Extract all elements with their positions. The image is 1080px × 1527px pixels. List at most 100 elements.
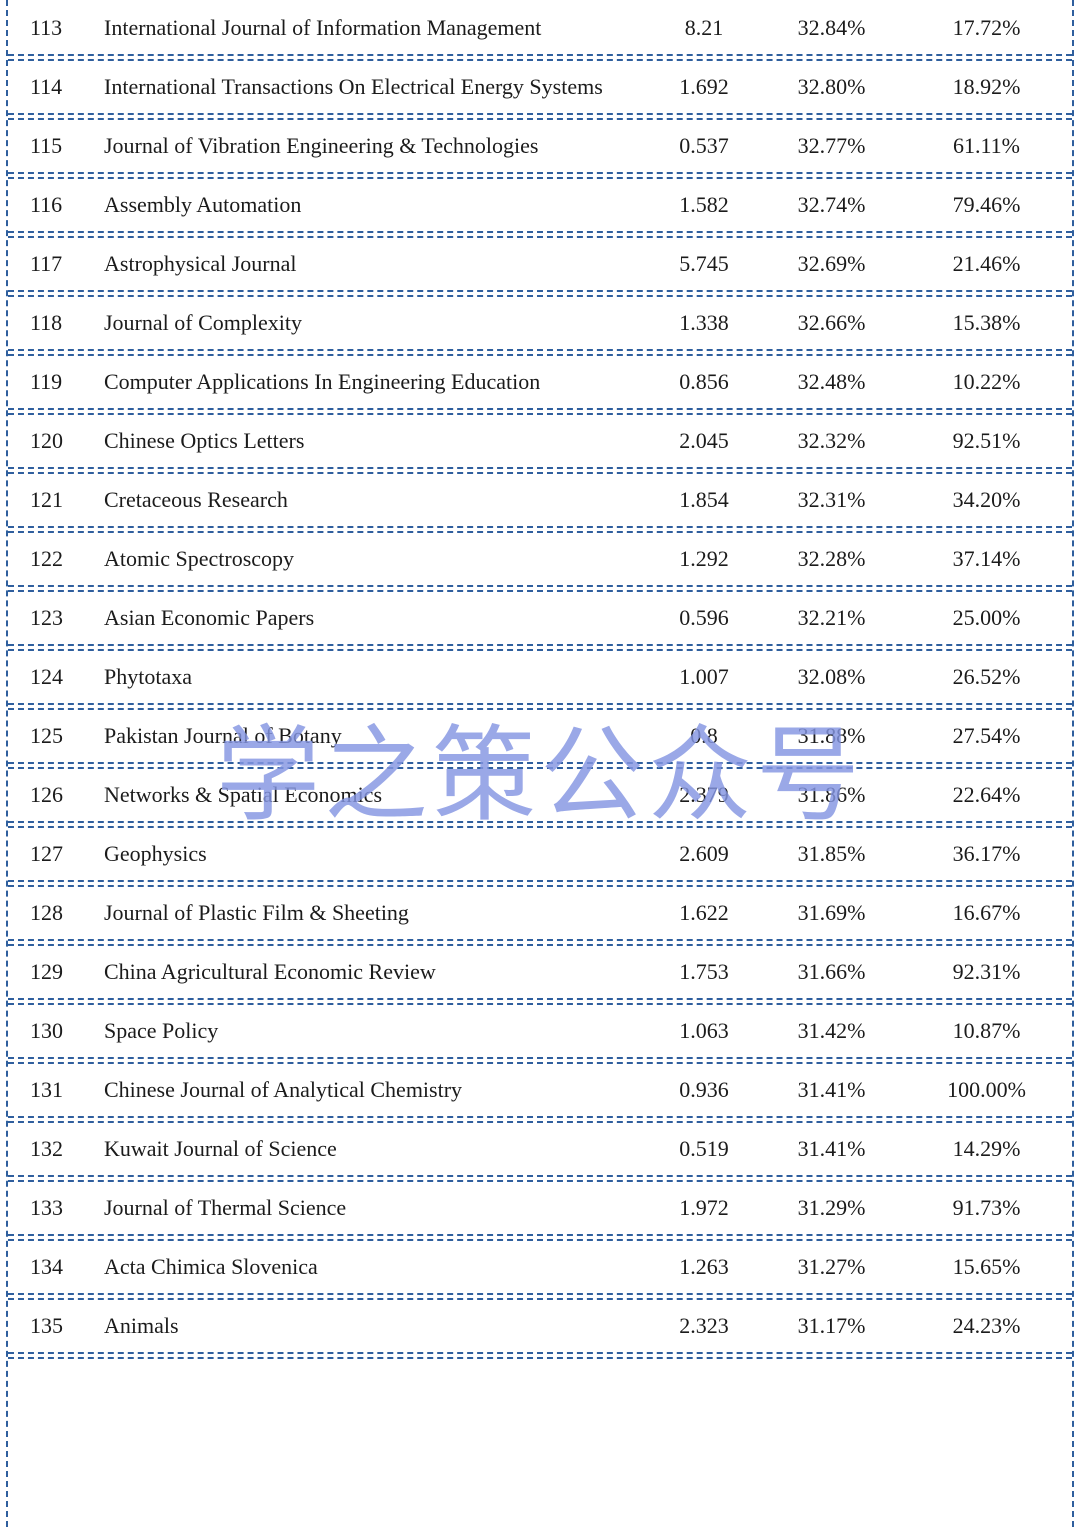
value-cell: 0.8 [690,723,718,749]
row-separator [8,880,1072,887]
value-cell: 1.582 [679,192,729,218]
journal-name-cell: International Transactions On Electrical… [104,74,603,100]
value-cell: 1.622 [679,900,729,926]
value-cell: 0.596 [679,605,729,631]
row-number-cell: 122 [30,546,63,572]
row-separator [8,644,1072,651]
value-cell: 5.745 [679,251,729,277]
row-number-cell: 128 [30,900,63,926]
value-cell: 0.519 [679,1136,729,1162]
row-separator [8,1116,1072,1123]
journal-name-cell: Networks & Spatial Economics [104,782,383,808]
percent-cell-1: 32.84% [797,15,866,41]
row-separator [8,1352,1072,1359]
value-cell: 1.063 [679,1018,729,1044]
row-separator [8,998,1072,1005]
journal-name-cell: International Journal of Information Man… [104,15,542,41]
percent-cell-2: 61.11% [952,133,1020,159]
journal-name-cell: Pakistan Journal of Botany [104,723,342,749]
percent-cell-1: 32.74% [797,192,866,218]
percent-cell-2: 37.14% [952,546,1021,572]
percent-cell-2: 21.46% [952,251,1021,277]
percent-cell-2: 25.00% [952,605,1021,631]
row-separator [8,408,1072,415]
value-cell: 2.323 [679,1313,729,1339]
percent-cell-1: 32.21% [797,605,866,631]
percent-cell-1: 32.48% [797,369,866,395]
percent-cell-2: 27.54% [952,723,1021,749]
table-row: 113 International Journal of Information… [8,2,1072,54]
percent-cell-2: 22.64% [952,782,1021,808]
table-row: 117 Astrophysical Journal 5.745 32.69% 2… [8,238,1072,290]
journal-name-cell: Chinese Optics Letters [104,428,305,454]
journal-name-cell: Kuwait Journal of Science [104,1136,337,1162]
row-number-cell: 116 [30,192,63,218]
percent-cell-2: 10.22% [952,369,1021,395]
row-number-cell: 124 [30,664,63,690]
percent-cell-1: 31.41% [797,1077,866,1103]
row-separator [8,113,1072,120]
row-number-cell: 134 [30,1254,63,1280]
percent-cell-1: 31.42% [797,1018,866,1044]
percent-cell-1: 31.17% [797,1313,866,1339]
row-number-cell: 123 [30,605,63,631]
row-number-cell: 126 [30,782,63,808]
row-separator [8,172,1072,179]
row-number-cell: 113 [30,15,63,41]
table-row: 122 Atomic Spectroscopy 1.292 32.28% 37.… [8,533,1072,585]
table-row: 119 Computer Applications In Engineering… [8,356,1072,408]
table-row: 135 Animals 2.323 31.17% 24.23% [8,1300,1072,1352]
row-number-cell: 114 [30,74,63,100]
value-cell: 1.007 [679,664,729,690]
value-cell: 1.338 [679,310,729,336]
row-number-cell: 131 [30,1077,63,1103]
percent-cell-2: 15.65% [952,1254,1021,1280]
percent-cell-1: 31.69% [797,900,866,926]
row-number-cell: 132 [30,1136,63,1162]
percent-cell-1: 31.86% [797,782,866,808]
journal-name-cell: Geophysics [104,841,207,867]
journal-name-cell: Animals [104,1313,179,1339]
percent-cell-2: 92.51% [952,428,1021,454]
value-cell: 1.753 [679,959,729,985]
row-number-cell: 121 [30,487,63,513]
value-cell: 1.854 [679,487,729,513]
journal-name-cell: Astrophysical Journal [104,251,297,277]
journal-table: 113 International Journal of Information… [8,2,1072,1359]
percent-cell-2: 79.46% [952,192,1021,218]
table-row: 120 Chinese Optics Letters 2.045 32.32% … [8,415,1072,467]
journal-name-cell: Space Policy [104,1018,219,1044]
row-separator [8,1293,1072,1300]
percent-cell-1: 31.85% [797,841,866,867]
row-number-cell: 129 [30,959,63,985]
table-row: 132 Kuwait Journal of Science 0.519 31.4… [8,1123,1072,1175]
row-number-cell: 117 [30,251,63,277]
document-page: 113 International Journal of Information… [6,0,1074,1527]
percent-cell-1: 32.32% [797,428,866,454]
table-row: 123 Asian Economic Papers 0.596 32.21% 2… [8,592,1072,644]
percent-cell-2: 17.72% [952,15,1021,41]
table-row: 114 International Transactions On Electr… [8,61,1072,113]
journal-name-cell: Atomic Spectroscopy [104,546,295,572]
percent-cell-1: 32.28% [797,546,866,572]
value-cell: 0.537 [679,133,729,159]
row-separator [8,703,1072,710]
value-cell: 8.21 [684,15,724,41]
percent-cell-1: 32.69% [797,251,866,277]
percent-cell-2: 18.92% [952,74,1021,100]
row-separator [8,762,1072,769]
row-separator [8,54,1072,61]
table-row: 128 Journal of Plastic Film & Sheeting 1… [8,887,1072,939]
percent-cell-1: 31.27% [797,1254,866,1280]
row-number-cell: 118 [30,310,63,336]
row-separator [8,349,1072,356]
row-separator [8,585,1072,592]
percent-cell-2: 100.00% [947,1077,1026,1103]
journal-name-cell: Journal of Plastic Film & Sheeting [104,900,409,926]
journal-name-cell: Journal of Vibration Engineering & Techn… [104,133,539,159]
journal-name-cell: Computer Applications In Engineering Edu… [104,369,541,395]
percent-cell-1: 32.80% [797,74,866,100]
percent-cell-1: 32.31% [797,487,866,513]
journal-name-cell: Chinese Journal of Analytical Chemistry [104,1077,463,1103]
table-row: 116 Assembly Automation 1.582 32.74% 79.… [8,179,1072,231]
